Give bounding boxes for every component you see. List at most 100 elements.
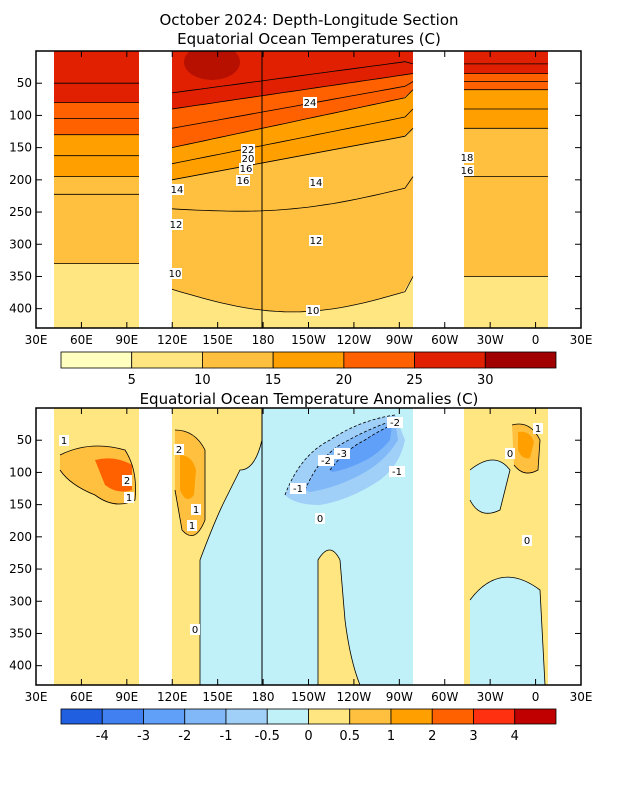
top-y-axis: 50 100 150 200 250 300 350 400 [9, 76, 581, 316]
top-contour-label: 18 [460, 152, 474, 164]
top-contour-label-bg [241, 144, 255, 155]
top-fill-below-10c-seg2 [464, 276, 548, 328]
bottom-y-tick-label: 400 [9, 659, 32, 673]
bottom-contour-line-8 [469, 576, 546, 685]
bottom-contour-line-5 [59, 445, 136, 505]
bottom-contour-label: 0 [190, 624, 200, 636]
bottom-contour-label-text: -3 [337, 449, 347, 460]
top-contour-label-bg [239, 163, 253, 174]
bottom-fill-atlantic-cool-deep [470, 577, 545, 685]
top-x-tick-label: 30W [477, 333, 504, 347]
top-colorbar-label: 25 [406, 373, 423, 388]
bottom-colorbar-label: 2 [428, 729, 436, 744]
top-contour-label: 14 [309, 177, 323, 189]
top-colorbar-label: 20 [336, 373, 353, 388]
top-contour-label-bg [306, 305, 320, 316]
top-colorbar-label: 10 [194, 373, 211, 388]
bottom-colorbar-label: 0.5 [339, 729, 360, 744]
bottom-anomaly-fills [54, 408, 548, 685]
top-colorbar-label: 15 [265, 373, 282, 388]
bottom-contour-label: 2 [174, 444, 184, 456]
top-x-tick-label: 90E [115, 333, 138, 347]
top-contour-label: 16 [239, 163, 253, 175]
bottom-contour-label-text: 1 [189, 521, 195, 532]
top-x-tick-label: 120W [337, 333, 372, 347]
bottom-x-tick-label: 30E [570, 690, 593, 704]
top-contour-label-text: 14 [310, 178, 323, 189]
top-x-tick-label: 180 [252, 333, 275, 347]
top-contour-label-bg [460, 152, 474, 163]
top-temperature-fills [54, 51, 548, 328]
top-y-tick-label: 300 [9, 237, 32, 251]
top-warm-pool-core [184, 51, 240, 80]
bottom-contour-line-4 [317, 549, 361, 685]
bottom-contour-label-text: 0 [524, 536, 530, 547]
top-fill-10-14c-seg0 [54, 176, 139, 264]
top-fill-20-24c-seg1 [172, 73, 413, 148]
bottom-y-tick-label: 200 [9, 530, 32, 544]
bottom-x-tick-label: 60E [70, 690, 93, 704]
top-contour-label-bg [170, 184, 184, 195]
bottom-contour-line-1 [304, 419, 396, 491]
bottom-contour-label: 2 [122, 475, 132, 487]
bottom-y-tick-label: 100 [9, 465, 32, 479]
top-colorbar-swatch [484, 351, 557, 369]
bottom-colorbar-swatch [266, 708, 309, 725]
bottom-x-tick-label: 60W [431, 690, 458, 704]
bottom-contour-label-bg [59, 435, 69, 446]
bottom-contour-label: -2 [318, 455, 334, 467]
bottom-contour-label-text: -1 [392, 467, 402, 478]
top-contour-label-bg [309, 177, 323, 188]
bottom-contour-label: 1 [59, 435, 69, 447]
top-fill-above-28c-seg2 [464, 51, 548, 64]
bottom-contour-line-9 [511, 423, 541, 474]
bottom-contour-label-text: 1 [126, 493, 132, 504]
bottom-colorbar-swatch [349, 708, 392, 725]
bottom-contour-labels: 1 2 1 2 1 1 0 -2 -2 -3 -1 -1 0 0 0 1 [59, 417, 543, 636]
top-contour-label: 20 [241, 153, 255, 165]
top-contour-label-text: 12 [170, 220, 183, 231]
bottom-contour-label: -1 [290, 483, 306, 495]
bottom-contour-label-text: 1 [193, 505, 199, 516]
top-x-tick-label: 90W [386, 333, 413, 347]
bottom-colorbar-label: 3 [469, 729, 477, 744]
top-x-tick-label: 30E [25, 333, 48, 347]
bottom-colorbar-label: -2 [178, 729, 191, 744]
top-isotherm-lines [54, 61, 548, 313]
bottom-contour-label-text: 2 [124, 476, 130, 487]
top-contour-label-text: 20 [242, 154, 255, 165]
bottom-contour-label-bg [522, 535, 532, 546]
top-x-tick-label: 120E [157, 333, 188, 347]
bottom-contour-label-text: -2 [390, 418, 400, 429]
top-contour-label-text: 16 [461, 166, 474, 177]
bottom-y-tick-label: 350 [9, 626, 32, 640]
bottom-x-tick-label: 0 [532, 690, 540, 704]
top-contour-label: 12 [309, 235, 323, 247]
top-contour-label: 12 [169, 219, 183, 231]
bottom-contour-label-text: -2 [321, 456, 331, 467]
top-contour-label-text: 16 [240, 164, 253, 175]
bottom-contour-label-text: 0 [507, 449, 513, 460]
bottom-colorbar-label: -3 [137, 729, 150, 744]
bottom-colorbar-swatch [308, 708, 351, 725]
top-isotherm-7-seg1 [171, 61, 414, 94]
top-contour-label: 16 [460, 165, 474, 177]
top-isotherm-1-seg1 [171, 176, 414, 212]
bottom-contour-label-bg [318, 455, 334, 466]
top-contour-label: 24 [303, 97, 317, 109]
bottom-contour-label: 1 [533, 423, 543, 435]
bottom-colorbar-swatch [390, 708, 433, 725]
bottom-fill-atlantic-warm-core [518, 431, 534, 459]
top-colorbar-swatch [414, 351, 486, 369]
bottom-colorbar-label: 1 [387, 729, 395, 744]
top-isotherm-6-seg1 [171, 73, 414, 110]
bottom-colorbar-label: -0.5 [255, 729, 280, 744]
top-contour-label-bg [241, 153, 255, 164]
bottom-contour-label-bg [190, 624, 200, 635]
top-isotherm-3-seg1 [171, 108, 414, 165]
top-contour-label: 10 [306, 305, 320, 317]
top-fill-24-28c-seg1 [172, 62, 413, 109]
bottom-x-tick-label: 150W [291, 690, 326, 704]
bottom-fill-wpac-warm-core [180, 455, 196, 499]
